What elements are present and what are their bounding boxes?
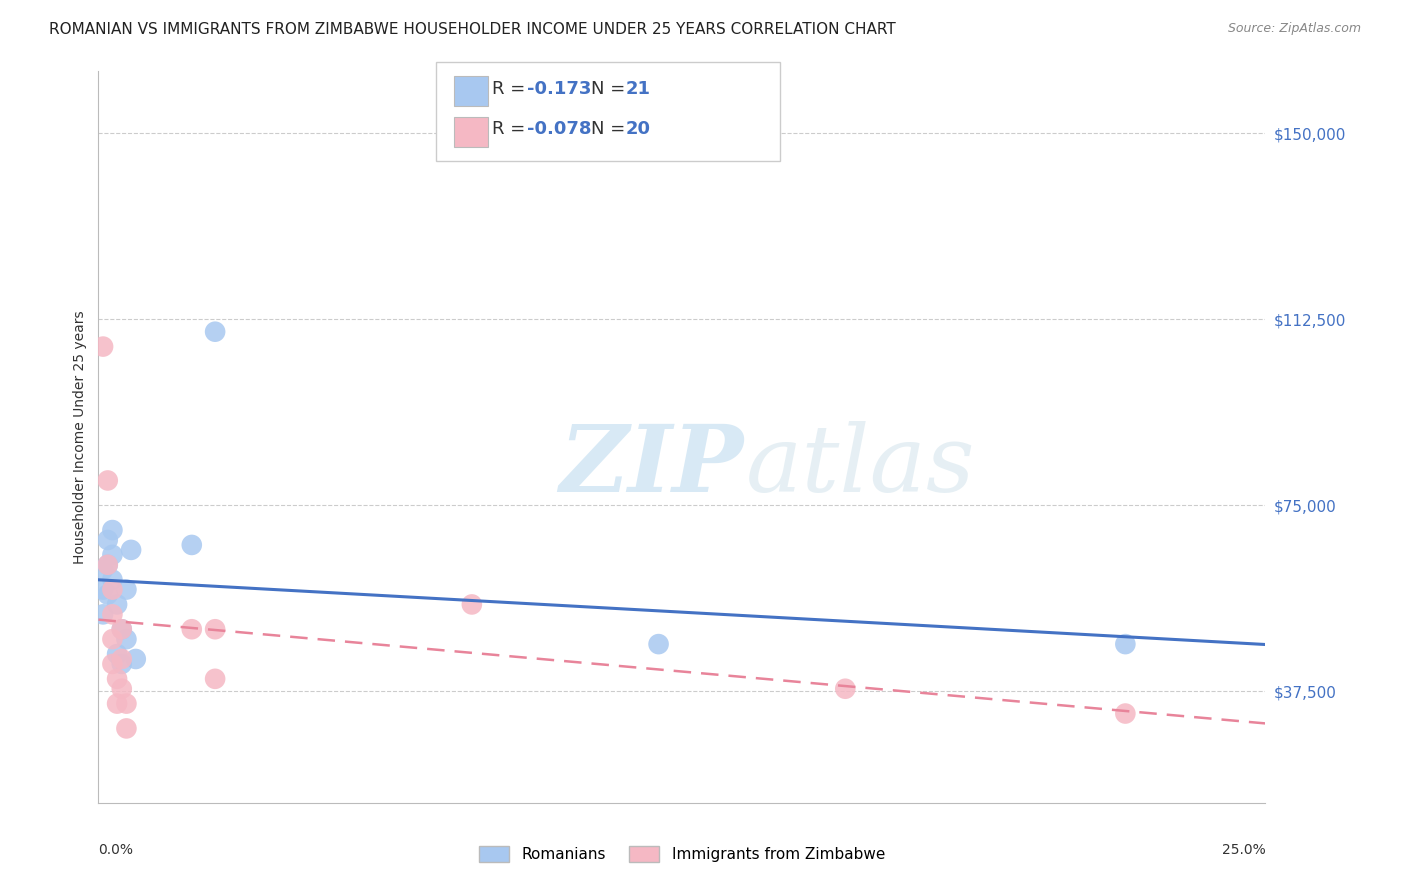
Point	[101, 632, 124, 647]
Point	[461, 598, 484, 612]
Point	[111, 681, 134, 696]
Point	[101, 657, 124, 671]
Point	[204, 325, 226, 339]
Text: N =: N =	[591, 80, 630, 98]
Point	[101, 607, 124, 622]
Point	[125, 652, 148, 666]
Text: N =: N =	[591, 120, 630, 138]
Point	[111, 652, 134, 666]
Point	[180, 622, 202, 636]
Point	[647, 637, 669, 651]
Point	[91, 340, 114, 354]
Point	[1114, 637, 1136, 651]
Point	[834, 681, 856, 696]
Point	[1114, 706, 1136, 721]
Point	[91, 563, 114, 577]
Point	[97, 588, 120, 602]
Point	[120, 542, 142, 557]
Point	[111, 622, 134, 636]
Point	[97, 558, 120, 572]
Point	[91, 607, 114, 622]
Text: Source: ZipAtlas.com: Source: ZipAtlas.com	[1227, 22, 1361, 36]
Text: ZIP: ZIP	[560, 421, 744, 511]
Text: -0.078: -0.078	[527, 120, 592, 138]
Text: R =: R =	[492, 120, 531, 138]
Point	[101, 523, 124, 537]
Point	[115, 722, 138, 736]
Point	[204, 622, 226, 636]
Text: 20: 20	[626, 120, 651, 138]
Point	[97, 533, 120, 547]
Point	[105, 672, 128, 686]
Point	[105, 697, 128, 711]
Point	[180, 538, 202, 552]
Point	[101, 573, 124, 587]
Text: -0.173: -0.173	[527, 80, 592, 98]
Point	[97, 474, 120, 488]
Text: R =: R =	[492, 80, 531, 98]
Text: 0.0%: 0.0%	[98, 843, 134, 857]
Point	[115, 632, 138, 647]
Point	[91, 582, 114, 597]
Y-axis label: Householder Income Under 25 years: Householder Income Under 25 years	[73, 310, 87, 564]
Text: atlas: atlas	[747, 421, 976, 511]
Text: 25.0%: 25.0%	[1222, 843, 1265, 857]
Point	[115, 582, 138, 597]
Point	[204, 672, 226, 686]
Point	[115, 697, 138, 711]
Text: 21: 21	[626, 80, 651, 98]
Legend: Romanians, Immigrants from Zimbabwe: Romanians, Immigrants from Zimbabwe	[472, 840, 891, 868]
Point	[111, 657, 134, 671]
Point	[111, 622, 134, 636]
Point	[101, 548, 124, 562]
Text: ROMANIAN VS IMMIGRANTS FROM ZIMBABWE HOUSEHOLDER INCOME UNDER 25 YEARS CORRELATI: ROMANIAN VS IMMIGRANTS FROM ZIMBABWE HOU…	[49, 22, 896, 37]
Point	[105, 598, 128, 612]
Point	[105, 647, 128, 661]
Point	[97, 558, 120, 572]
Point	[101, 582, 124, 597]
